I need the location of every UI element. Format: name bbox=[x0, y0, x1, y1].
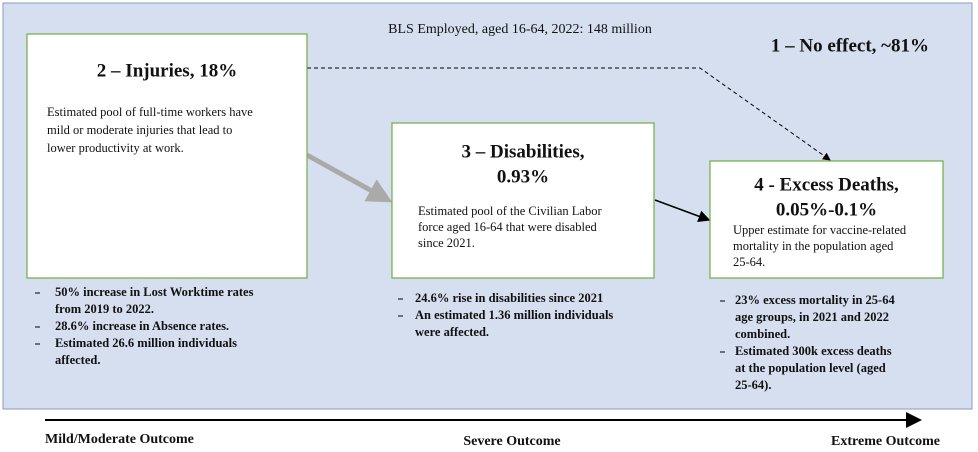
box-title: 0.93% bbox=[497, 166, 549, 187]
bullet-text: were affected. bbox=[415, 325, 489, 339]
black-arrow bbox=[654, 199, 711, 222]
bullet-text: from 2019 to 2022. bbox=[55, 302, 154, 316]
box-body: Estimated pool of the Civilian Labor bbox=[418, 204, 602, 218]
box-title: 4 - Excess Deaths, bbox=[754, 174, 899, 195]
bullet-text: 24.6% rise in disabilities since 2021 bbox=[415, 291, 603, 305]
box-body: mild or moderate injuries that lead to bbox=[47, 123, 232, 137]
bullet-text: Estimated 26.6 million individuals bbox=[55, 336, 237, 350]
axis-left: Mild/Moderate Outcome bbox=[45, 432, 194, 447]
bullet-text: 23% excess mortality in 25-64 bbox=[735, 293, 895, 307]
bullet-text: age groups, in 2021 and 2022 bbox=[735, 310, 889, 324]
box-body: force aged 16-64 that were disabled bbox=[418, 220, 597, 234]
box bbox=[391, 122, 655, 279]
box-title: 0.05%-0.1% bbox=[776, 199, 877, 220]
box-body: Upper estimate for vaccine-related bbox=[733, 223, 907, 237]
box-body: mortality in the population aged bbox=[733, 239, 894, 253]
bullet-text: affected. bbox=[55, 353, 100, 367]
bullet-text: at the population level (aged bbox=[735, 361, 886, 375]
bullet-text: Estimated 300k excess deaths bbox=[735, 344, 892, 358]
box-body: lower productivity at work. bbox=[47, 141, 184, 155]
box-title: 2 – Injuries, 18% bbox=[97, 60, 237, 81]
box bbox=[26, 33, 308, 279]
bullet-text: 28.6% increase in Absence rates. bbox=[55, 319, 229, 333]
axis-center: Severe Outcome bbox=[463, 434, 560, 449]
axis-right: Extreme Outcome bbox=[831, 434, 940, 449]
box-body: 25-64. bbox=[733, 255, 765, 269]
bullet-text: 25-64). bbox=[735, 378, 771, 392]
header-title: BLS Employed, aged 16-64, 2022: 148 mill… bbox=[388, 22, 652, 37]
bullet-text: 50% increase in Lost Worktime rates bbox=[55, 285, 254, 299]
no-effect: 1 – No effect, ~81% bbox=[771, 35, 929, 56]
bullet-text: combined. bbox=[735, 327, 790, 341]
box-body: Estimated pool of full-time workers have bbox=[47, 105, 253, 119]
box-title: 3 – Disabilities, bbox=[462, 141, 585, 162]
box bbox=[709, 160, 944, 279]
grey-arrow bbox=[305, 152, 393, 203]
box-body: since 2021. bbox=[418, 236, 475, 250]
bullet-text: An estimated 1.36 million individuals bbox=[415, 308, 613, 322]
dashed-arrow bbox=[307, 67, 831, 161]
